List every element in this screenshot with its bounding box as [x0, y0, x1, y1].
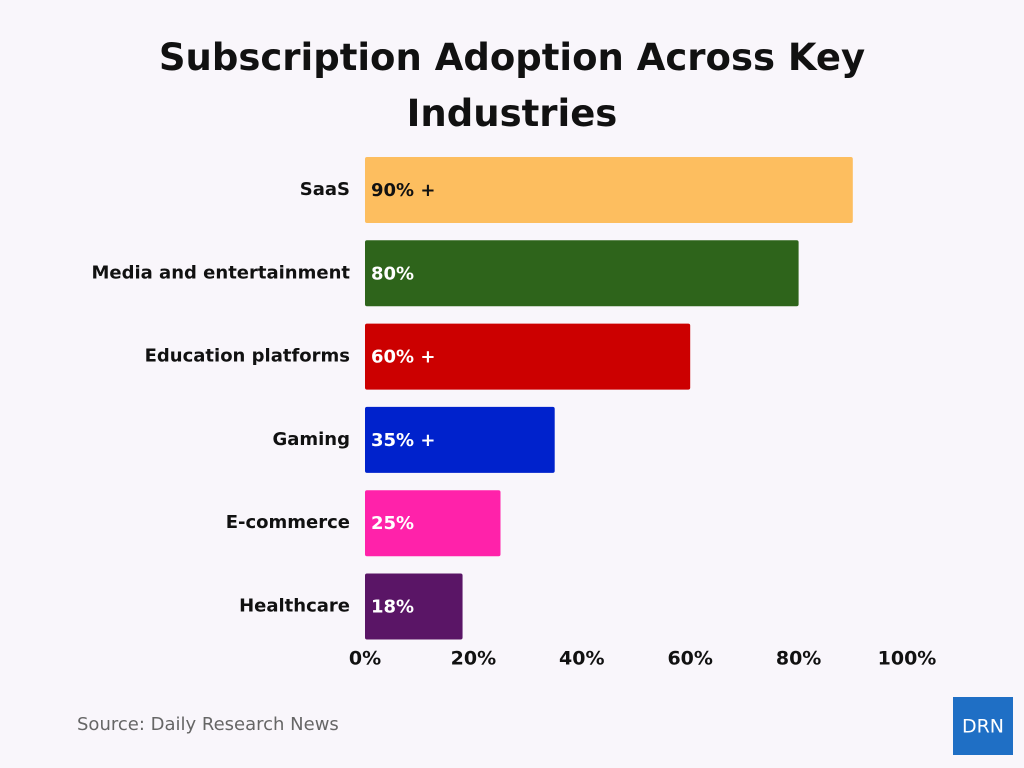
bar	[365, 406, 555, 473]
chart-title: Subscription Adoption Across Key Industr…	[158, 36, 866, 135]
bar	[365, 323, 691, 390]
x-tick-label: 0%	[349, 648, 381, 670]
x-tick-label: 60%	[667, 648, 712, 670]
value-label: 90% +	[371, 180, 435, 201]
logo: DRN	[962, 716, 1004, 738]
y-tick-label: Gaming	[272, 429, 350, 450]
x-tick-label: 80%	[776, 648, 821, 670]
value-label: 60% +	[371, 347, 435, 368]
bar	[365, 490, 501, 557]
bar	[365, 240, 799, 307]
logo-box	[953, 697, 1013, 755]
y-tick-label: Media and entertainment	[91, 262, 350, 283]
value-label: 18%	[371, 597, 414, 618]
y-tick-label: E-commerce	[226, 512, 350, 533]
x-tick-label: 20%	[451, 648, 496, 670]
value-label: 25%	[371, 513, 414, 534]
x-tick-label: 100%	[878, 648, 937, 670]
x-tick-label: 40%	[559, 648, 604, 670]
value-label: 35% +	[371, 430, 435, 451]
bar	[365, 573, 463, 640]
y-tick-label: Education platforms	[145, 346, 350, 367]
bar	[365, 157, 853, 223]
value-label: 80%	[371, 263, 414, 284]
y-tick-label: Healthcare	[239, 596, 350, 617]
source: Source: Daily Research News	[77, 714, 339, 735]
y-tick-label: SaaS	[300, 179, 350, 200]
